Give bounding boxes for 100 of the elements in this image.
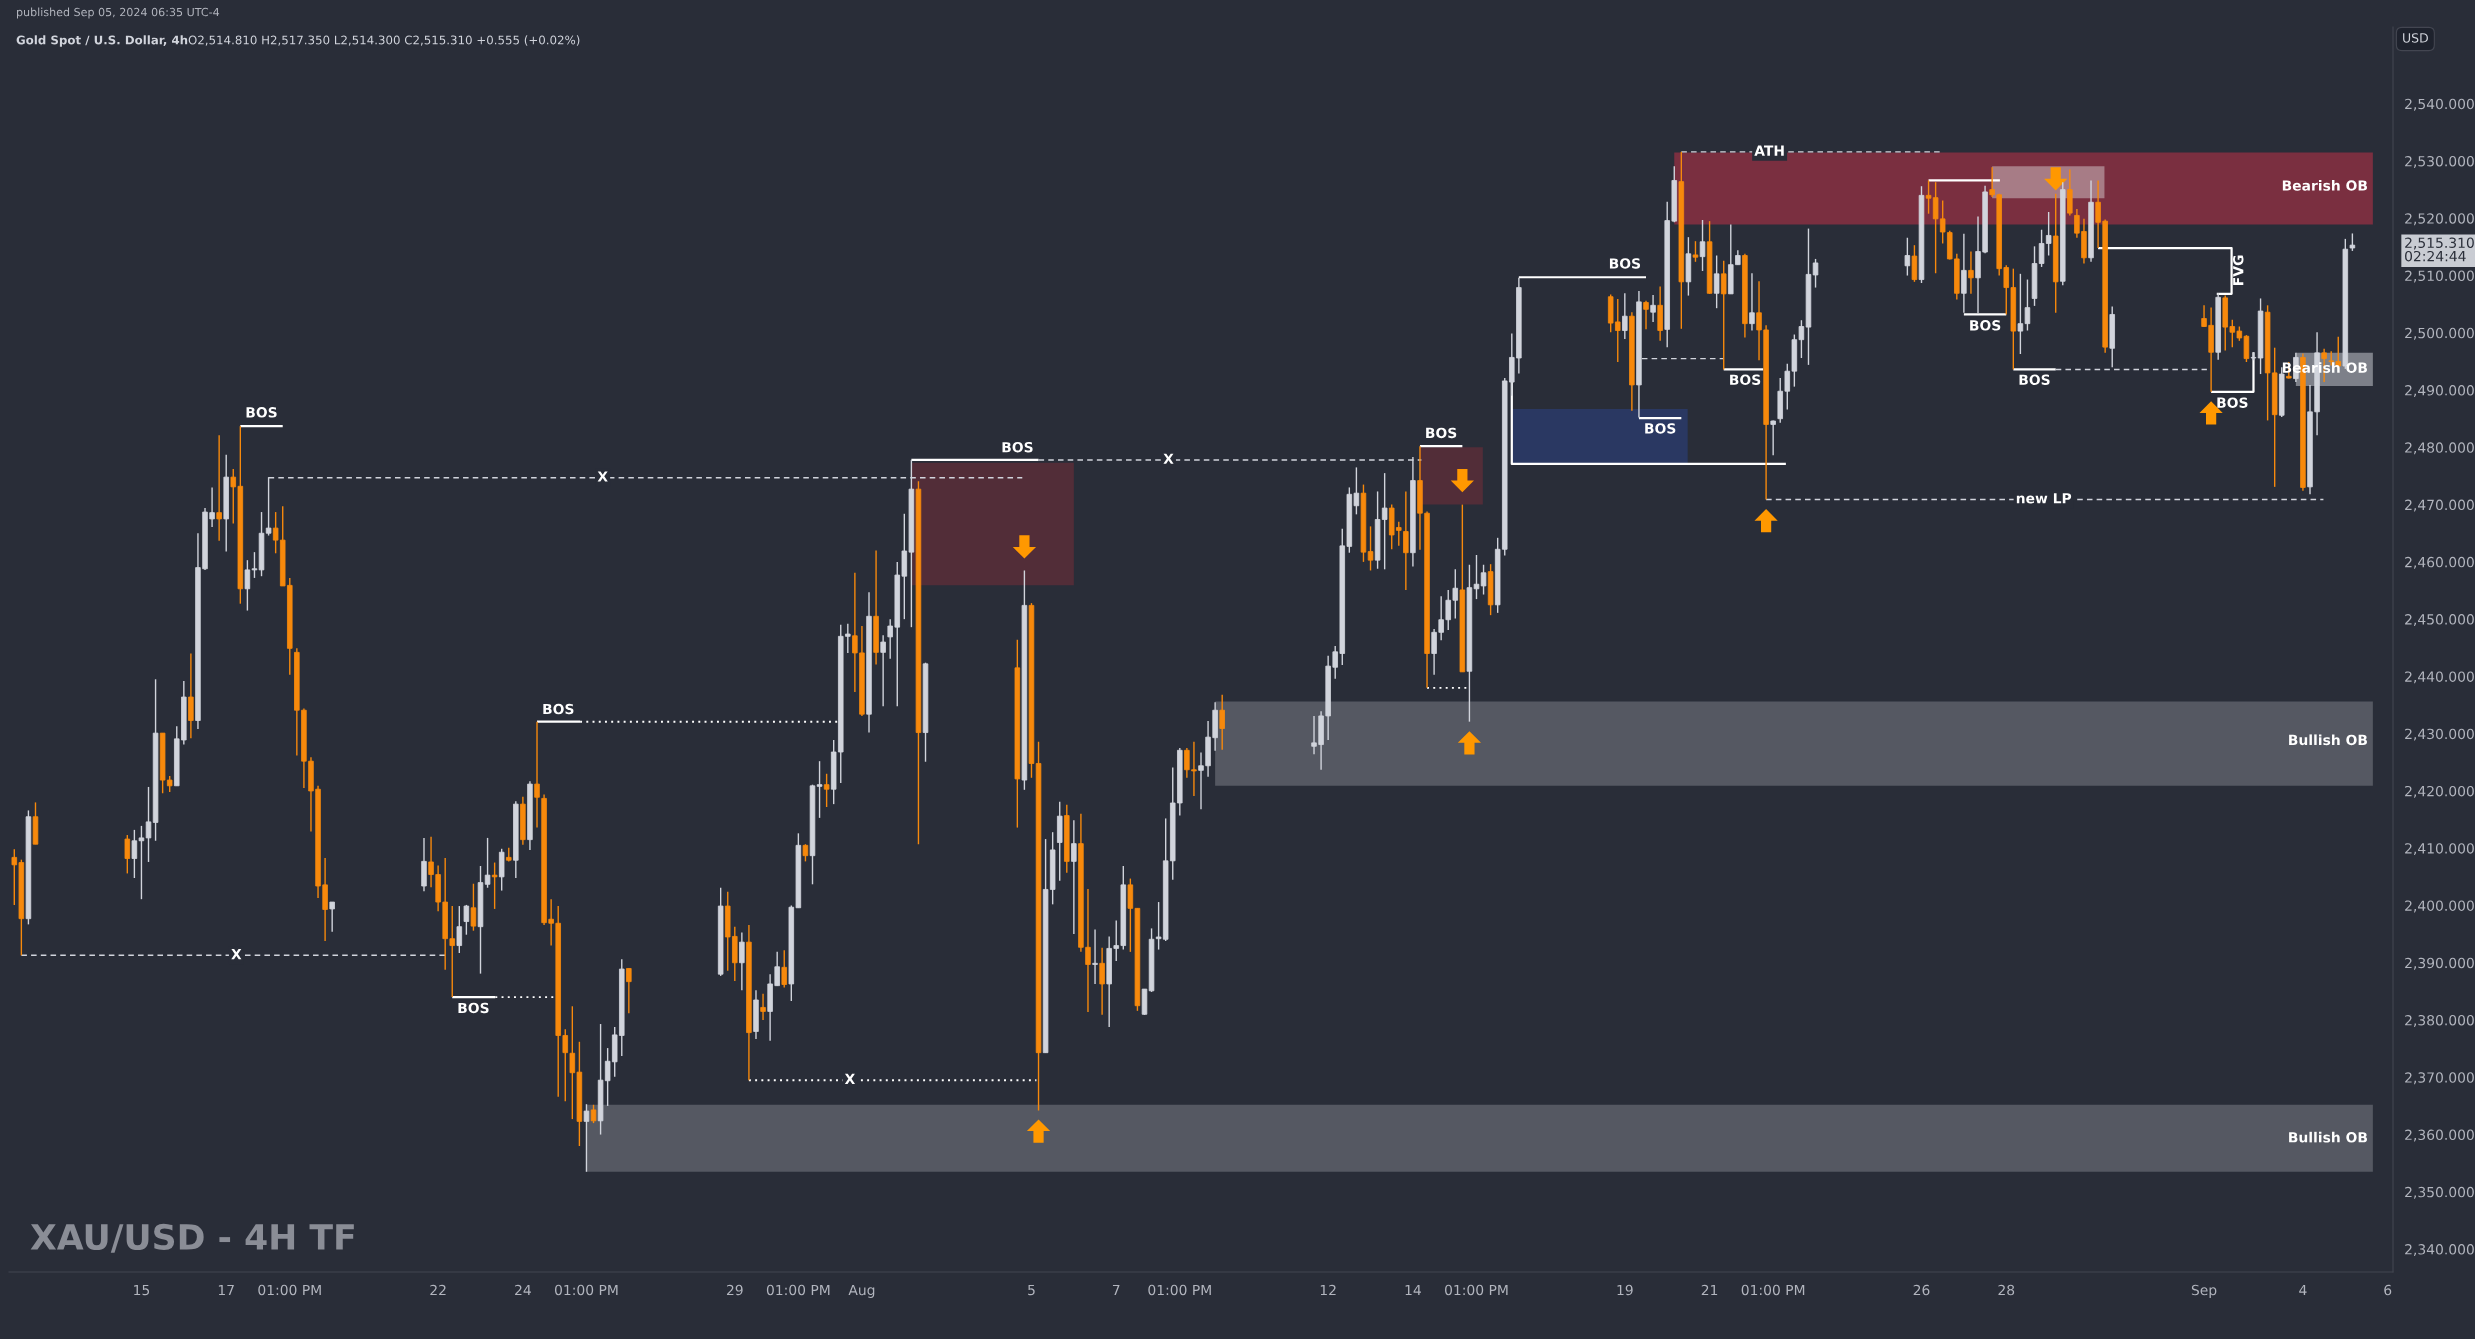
y-tick-label: 2,340.000 <box>2405 1244 2474 1256</box>
text: USD <box>2403 33 2428 43</box>
y-tick-label: 2,480.000 <box>2405 442 2474 455</box>
y-tick-label: 2,350.000 <box>2405 1186 2474 1199</box>
point <box>1026 1119 1051 1143</box>
candlestick <box>329 901 335 933</box>
annotation: new LP <box>2016 493 2072 504</box>
text: Gold Spot / U.S. Dollar, 4h <box>16 35 188 47</box>
x-tick-label: 17 <box>218 1284 234 1296</box>
candlestick <box>1968 250 1974 295</box>
y-tick-label: 2,450.000 <box>2405 614 2474 627</box>
candlestick <box>590 1104 597 1124</box>
annotation: BOS <box>246 407 277 418</box>
candlestick <box>583 1103 590 1173</box>
x-tick-label: 7 <box>1112 1284 1120 1296</box>
x-tick-label: 01:00 PM <box>1741 1284 1805 1296</box>
candlestick <box>1699 219 1706 272</box>
y-tick-label: 2,380.000 <box>2405 1014 2474 1027</box>
y-tick-label: 2,440.000 <box>2405 671 2474 684</box>
candlestick <box>1219 694 1225 751</box>
candlestick <box>124 834 131 875</box>
candlestick <box>534 720 540 829</box>
annotation: BOS <box>2217 397 2248 408</box>
y-tick-label: 2,430.000 <box>2405 728 2474 741</box>
annotation: BOS <box>458 1002 489 1014</box>
candlestick <box>1770 419 1776 457</box>
point <box>1012 535 1037 559</box>
x-tick-label: 26 <box>1913 1284 1930 1296</box>
candlestick <box>470 883 477 932</box>
annotation: Bearish OB <box>2282 180 2367 191</box>
point <box>2044 167 2068 191</box>
candlestick <box>484 837 491 889</box>
y-tick-label: 2,390.000 <box>2405 957 2474 970</box>
candlestick <box>1092 928 1098 985</box>
candlestick <box>1403 490 1409 591</box>
x-tick-label: 01:00 PM <box>1148 1284 1211 1296</box>
candlestick <box>760 992 766 1021</box>
x-tick-label: 6 <box>2384 1284 2392 1296</box>
point <box>1457 731 1482 755</box>
candlestick <box>1650 294 1656 323</box>
candlestick <box>456 905 463 954</box>
annotation: BOS <box>543 703 574 715</box>
annotation: X <box>231 949 242 960</box>
annotation: BOS <box>1002 441 1033 453</box>
y-tick-label: 2,490.000 <box>2405 385 2474 397</box>
x-tick-label: 5 <box>1028 1284 1035 1296</box>
x-tick-label: 21 <box>1701 1284 1718 1296</box>
x-tick-label: 24 <box>515 1284 531 1296</box>
annotation: X <box>597 471 608 482</box>
candlestick <box>1749 272 1755 332</box>
x-tick-label: 01:00 PM <box>258 1284 321 1296</box>
y-tick-label: 2,470.000 <box>2405 499 2474 512</box>
candlestick <box>816 760 823 819</box>
x-tick-label: 29 <box>726 1284 743 1296</box>
annotation: O2,514.810 H2,517.350 L2,514.300 C2,515.310 +0.555 (+0.02%) <box>188 35 580 46</box>
annotation: X <box>1163 453 1174 464</box>
annotation: Bullish OB <box>2289 734 2367 746</box>
y-tick-label: 2,510.000 <box>2405 270 2474 283</box>
x-tick-label: Aug <box>848 1284 875 1298</box>
y-tick-label: 2,410.000 <box>2405 843 2474 856</box>
x-tick-label: 15 <box>134 1284 150 1296</box>
y-tick-label: 2,460.000 <box>2405 556 2474 569</box>
text: XAU/USD - 4H TF <box>30 1223 354 1253</box>
candlestick <box>216 434 222 542</box>
x-tick-label: 14 <box>1405 1284 1421 1296</box>
candlestick <box>1071 819 1077 935</box>
candlestick <box>823 773 830 808</box>
candlestick <box>1812 258 1819 289</box>
candlestick <box>1692 240 1699 263</box>
x-tick-label: 01:00 PM <box>554 1284 618 1296</box>
x-tick-label: 22 <box>430 1284 446 1296</box>
annotation: ATH <box>1754 145 1784 156</box>
candlestick <box>1643 300 1649 331</box>
x-tick-label: 01:00 PM <box>1445 1284 1508 1296</box>
y-tick-label: 2,400.000 <box>2405 900 2474 913</box>
candlestick <box>1367 525 1374 572</box>
candlestick <box>1961 233 1967 314</box>
y-tick-label: 2,500.000 <box>2405 327 2474 340</box>
x-tick-label: 4 <box>2299 1284 2307 1296</box>
x-tick-label: 28 <box>1998 1284 2015 1296</box>
annotation: BOS <box>1730 374 1761 385</box>
x-tick-label: 01:00 PM <box>766 1284 830 1296</box>
candlestick <box>1904 237 1911 277</box>
annotation: BOS <box>1426 427 1457 439</box>
y-tick-label: 2,360.000 <box>2405 1129 2474 1142</box>
y-tick-label: 2,520.000 <box>2405 213 2474 226</box>
annotation: BOS <box>1970 320 2001 331</box>
annotation: X <box>844 1073 856 1084</box>
candlestick <box>463 904 470 936</box>
x-tick-label: 19 <box>1617 1284 1633 1296</box>
candlestick <box>491 861 498 910</box>
annotation: FVG <box>2232 255 2244 285</box>
candlestick <box>781 949 787 989</box>
annotation: BOS <box>1645 423 1676 434</box>
candlestick <box>1911 244 1918 283</box>
x-tick-label: Sep <box>2191 1284 2217 1298</box>
point <box>1754 509 1778 533</box>
y-tick-label: 2,540.000 <box>2405 98 2474 111</box>
annotation: Bullish OB <box>2289 1131 2367 1143</box>
candlestick <box>145 786 152 863</box>
